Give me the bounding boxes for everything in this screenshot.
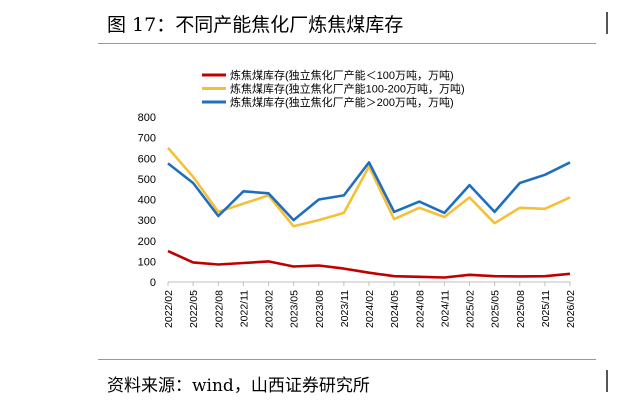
x-tick-label: 2025/11 <box>540 290 552 327</box>
y-tick-label: 800 <box>138 112 156 124</box>
top-rule <box>98 43 596 44</box>
edge-mark-bottom <box>606 370 620 392</box>
x-tick-label: 2024/02 <box>364 290 376 328</box>
edge-mark-top <box>606 12 620 34</box>
y-tick-label: 500 <box>138 174 156 186</box>
x-tick-label: 2025/05 <box>490 290 502 328</box>
x-tick-label: 2024/08 <box>414 290 426 328</box>
x-tick-label: 2023/02 <box>264 290 276 328</box>
line-chart: 0 100 200 300 400 500 600 700 800 2022/02 2022/05 2… <box>138 68 577 328</box>
x-tick-label: 2023/08 <box>314 290 326 328</box>
y-tick-label: 700 <box>138 133 156 145</box>
x-tick-label: 2023/11 <box>339 290 351 327</box>
y-tick-label: 600 <box>138 153 156 165</box>
x-tick-label: 2024/11 <box>439 290 451 327</box>
x-tick-label: 2022/08 <box>213 290 225 328</box>
bottom-rule <box>98 359 596 360</box>
series-line-3 <box>167 161 571 222</box>
x-tick-label: 2022/05 <box>188 290 200 328</box>
series-line-1 <box>167 249 571 279</box>
y-tick-label: 100 <box>138 256 156 268</box>
series-line-2 <box>167 147 571 228</box>
x-tick-label: 2025/02 <box>465 290 477 328</box>
legend-label-1: 炼焦煤库存(独立焦化厂产能＜100万吨，万吨) <box>230 68 454 82</box>
x-tick-label: 2023/05 <box>289 290 301 328</box>
source-note: 资料来源：wind，山西证券研究所 <box>107 376 370 396</box>
figure-title: 图 17：不同产能焦化厂炼焦煤库存 <box>107 14 404 36</box>
y-tick-label: 400 <box>138 195 156 207</box>
legend-label-2: 炼焦煤库存(独立焦化厂产能100-200万吨，万吨) <box>230 82 465 96</box>
x-tick-label: 2025/08 <box>515 290 527 328</box>
legend-label-3: 炼焦煤库存(独立焦化厂产能＞200万吨，万吨) <box>230 95 454 109</box>
y-tick-label: 200 <box>138 236 156 248</box>
x-tick-label: 2024/05 <box>389 290 401 328</box>
x-tick-label: 2022/02 <box>163 290 175 328</box>
y-tick-label: 300 <box>138 215 156 227</box>
x-tick-label: 2022/11 <box>238 290 250 327</box>
y-tick-label: 0 <box>150 277 156 289</box>
x-tick-label: 2026/02 <box>565 290 577 328</box>
